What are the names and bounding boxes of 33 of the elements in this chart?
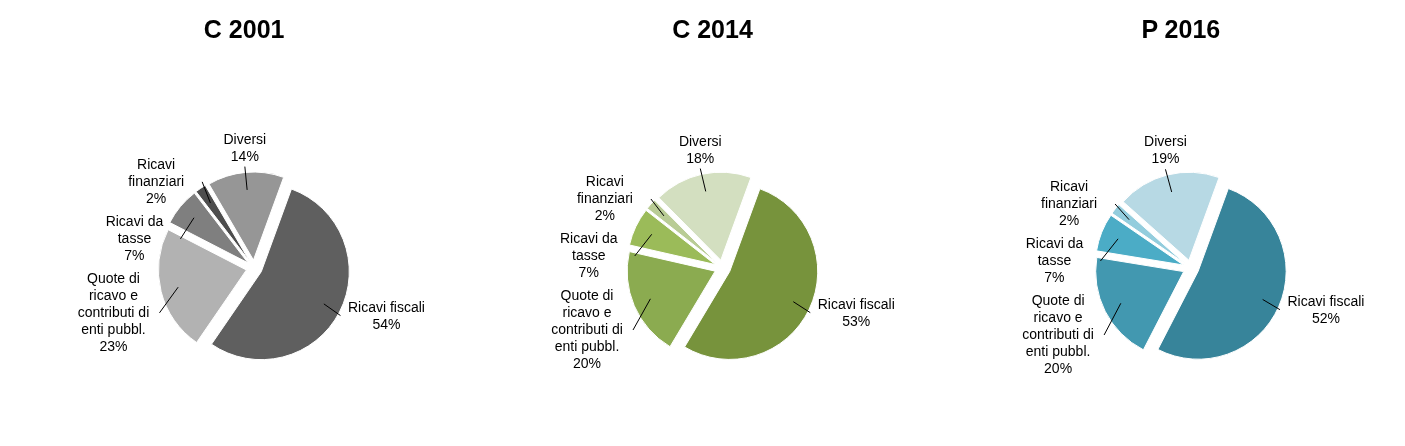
data-label: 2% bbox=[594, 207, 616, 224]
data-label: 23% bbox=[99, 338, 128, 355]
slice-label: Ricavi fiscali bbox=[347, 298, 425, 315]
data-label: 7% bbox=[578, 264, 599, 281]
slice-label: Diversi bbox=[678, 132, 722, 149]
data-label: 7% bbox=[124, 247, 145, 264]
slice-label: Ricavi finanziari bbox=[576, 173, 633, 207]
data-label: 2% bbox=[146, 190, 167, 207]
slice-label: Ricavi fiscali bbox=[1287, 292, 1365, 309]
chart-title: C 2001 bbox=[203, 15, 285, 43]
chart-title: P 2016 bbox=[1141, 15, 1221, 43]
slice-label: Quote di ricavo e contributi di enti pubbl. bbox=[77, 270, 150, 338]
slice-label: Ricavi da tasse bbox=[1025, 235, 1084, 269]
slice-label: Diversi bbox=[1144, 133, 1187, 150]
data-label: 7% bbox=[1044, 269, 1065, 286]
data-label: 18% bbox=[686, 149, 715, 166]
slice-label: Diversi bbox=[223, 130, 267, 147]
data-label: 19% bbox=[1151, 150, 1180, 167]
data-label: 52% bbox=[1311, 309, 1340, 326]
slice-label: Ricavi fiscali bbox=[817, 295, 895, 312]
slice-label: Ricavi finanziari bbox=[128, 156, 185, 190]
slice-label: Ricavi finanziari bbox=[1041, 178, 1098, 212]
slice-label: Ricavi da tasse bbox=[105, 213, 164, 247]
chart-title: C 2014 bbox=[672, 15, 753, 43]
data-label: 14% bbox=[230, 147, 259, 164]
data-label: 20% bbox=[573, 355, 602, 372]
data-label: 2% bbox=[1058, 212, 1080, 229]
data-label: 20% bbox=[1044, 360, 1073, 377]
slice-label: Quote di ricavo e contributi di enti pubbl. bbox=[551, 287, 623, 355]
data-label: 54% bbox=[372, 315, 401, 332]
slice-label: Quote di ricavo e contributi di enti pubbl. bbox=[1022, 292, 1094, 360]
data-label: 53% bbox=[842, 312, 871, 329]
slice-label: Ricavi da tasse bbox=[559, 230, 618, 264]
